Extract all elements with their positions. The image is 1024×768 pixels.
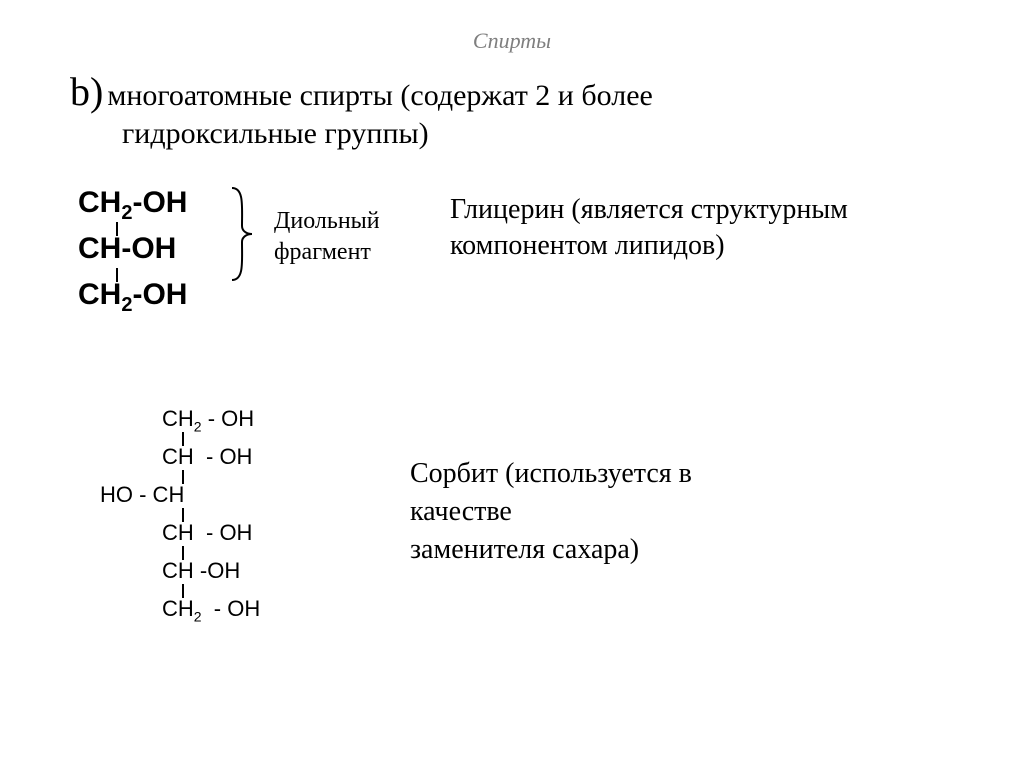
glycerin-line1: Глицерин (является структурным	[450, 194, 848, 225]
sorbit-description: Сорбит (используется в качестве замените…	[410, 455, 970, 568]
sorbitol-row: CH -OH	[100, 560, 260, 586]
glycerol-formula: CH2-OH CH-OH CH2-OH	[78, 188, 187, 318]
section-b: b) многоатомные спирты (содержат 2 и бол…	[70, 68, 970, 151]
glycerin-line2: компонентом липидов)	[450, 230, 725, 261]
glycerin-description: Глицерин (является структурным компонент…	[450, 192, 970, 265]
glycerol-row: CH-OH	[78, 234, 187, 272]
diol-fragment-label: Диольный фрагмент	[274, 206, 380, 268]
slide-header: Спирты	[0, 28, 1024, 54]
diol-line2: фрагмент	[274, 239, 371, 265]
sorbitol-row: CH - OH	[100, 522, 260, 548]
sorbit-line3: заменителя сахара)	[410, 534, 639, 565]
sorbitol-formula: CH2 - OH CH - OH HO - CH CH - OH CH -OH CH2 -…	[100, 408, 260, 624]
sorbit-line2: качестве	[410, 496, 512, 527]
sorbitol-row: CH - OH	[100, 446, 260, 472]
sorbit-line1: Сорбит (используется в	[410, 458, 692, 489]
glycerol-row: CH2-OH	[78, 188, 187, 226]
diol-line1: Диольный	[274, 208, 380, 234]
section-b-label: b)	[70, 69, 103, 114]
diol-brace-icon	[230, 186, 260, 282]
sorbitol-row: HO - CH	[100, 484, 260, 510]
sorbitol-row: CH2 - OH	[100, 408, 260, 434]
section-b-line1: многоатомные спирты (содержат 2 и более	[107, 79, 653, 112]
section-b-line2: гидроксильные группы)	[122, 117, 970, 151]
glycerol-row: CH2-OH	[78, 280, 187, 318]
sorbitol-row: CH2 - OH	[100, 598, 260, 624]
